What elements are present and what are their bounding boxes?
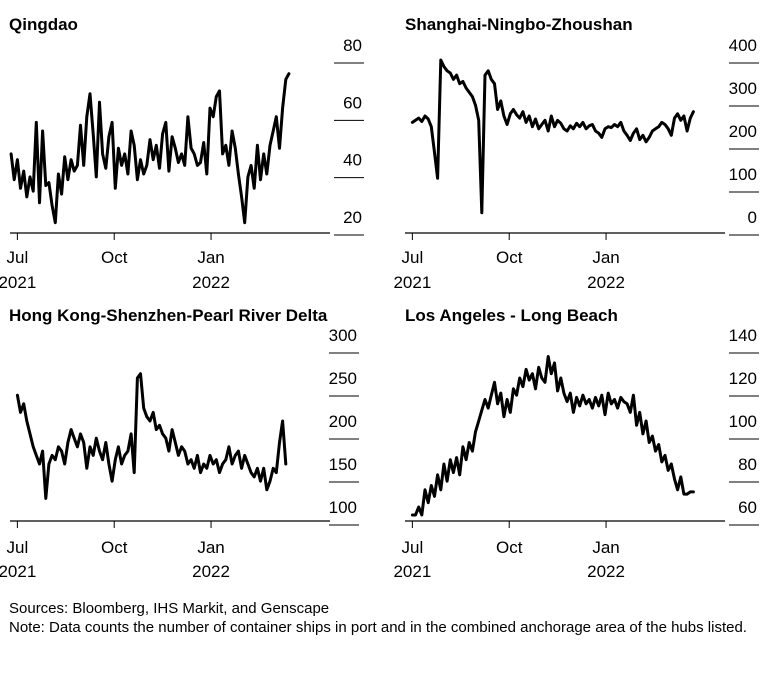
chart-panel-1: Qingdao 20 40 60 80 Jul 2021 Oct Jan 2022 — [0, 15, 364, 292]
sources-text: Sources: Bloomberg, IHS Markit, and Gens… — [9, 600, 330, 617]
y-tick-label: 60 — [343, 93, 362, 112]
y-tick-label: 200 — [329, 412, 357, 431]
x-tick-year-label: 2021 — [393, 273, 431, 292]
x-tick-label: Oct — [101, 248, 128, 267]
y-tick-label: 200 — [729, 122, 757, 141]
series-line-1 — [9, 72, 291, 225]
chart-panel-2: Shanghai-Ningbo-Zhoushan 0 100 200 300 400 Jul… — [393, 15, 759, 292]
x-tick-label: Jan — [197, 538, 224, 557]
y-tick-label: 60 — [738, 498, 757, 517]
y-tick-label: 300 — [329, 326, 357, 345]
chart-panel-4: Los Angeles - Long Beach 60 80 100 120 140 Jul… — [393, 306, 759, 581]
x-tick-label: Oct — [496, 248, 523, 267]
x-tick-label: Oct — [496, 538, 523, 557]
y-tick-label: 80 — [343, 36, 362, 55]
x-tick-label: Jan — [197, 248, 224, 267]
x-tick-label: Jul — [7, 248, 29, 267]
y-tick-label: 140 — [729, 326, 757, 345]
chart-title: Los Angeles - Long Beach — [405, 306, 618, 325]
series-line-1 — [15, 372, 288, 500]
y-tick-label: 150 — [329, 455, 357, 474]
y-tick-label: 400 — [729, 36, 757, 55]
x-tick-label: Oct — [101, 538, 128, 557]
series-line-1 — [410, 58, 695, 215]
chart-title: Qingdao — [9, 15, 78, 34]
x-tick-label: Jul — [402, 538, 424, 557]
y-tick-label: 80 — [738, 455, 757, 474]
x-tick-year-label: 2022 — [587, 562, 625, 581]
x-tick-year-label: 2022 — [192, 562, 230, 581]
series-line-1 — [410, 355, 695, 517]
y-tick-label: 100 — [329, 498, 357, 517]
footnotes: Sources: Bloomberg, IHS Markit, and Gens… — [9, 599, 761, 637]
chart-title: Shanghai-Ningbo-Zhoushan — [405, 15, 633, 34]
y-tick-label: 40 — [343, 151, 362, 170]
x-tick-year-label: 2021 — [393, 562, 431, 581]
x-tick-year-label: 2022 — [192, 273, 230, 292]
y-tick-label: 20 — [343, 208, 362, 227]
y-tick-label: 0 — [748, 208, 757, 227]
y-tick-label: 100 — [729, 165, 757, 184]
chart-title: Hong Kong-Shenzhen-Pearl River Delta — [9, 306, 328, 325]
note-text: Note: Data counts the number of containe… — [9, 619, 747, 636]
x-tick-year-label: 2022 — [587, 273, 625, 292]
chart-panel-3: Hong Kong-Shenzhen-Pearl River Delta 100 1… — [0, 306, 359, 581]
y-tick-label: 250 — [329, 369, 357, 388]
x-tick-label: Jul — [7, 538, 29, 557]
x-tick-label: Jan — [592, 248, 619, 267]
x-tick-year-label: 2021 — [0, 273, 36, 292]
x-tick-year-label: 2021 — [0, 562, 36, 581]
y-tick-label: 120 — [729, 369, 757, 388]
y-tick-label: 300 — [729, 79, 757, 98]
x-tick-label: Jan — [592, 538, 619, 557]
y-tick-label: 100 — [729, 412, 757, 431]
x-tick-label: Jul — [402, 248, 424, 267]
